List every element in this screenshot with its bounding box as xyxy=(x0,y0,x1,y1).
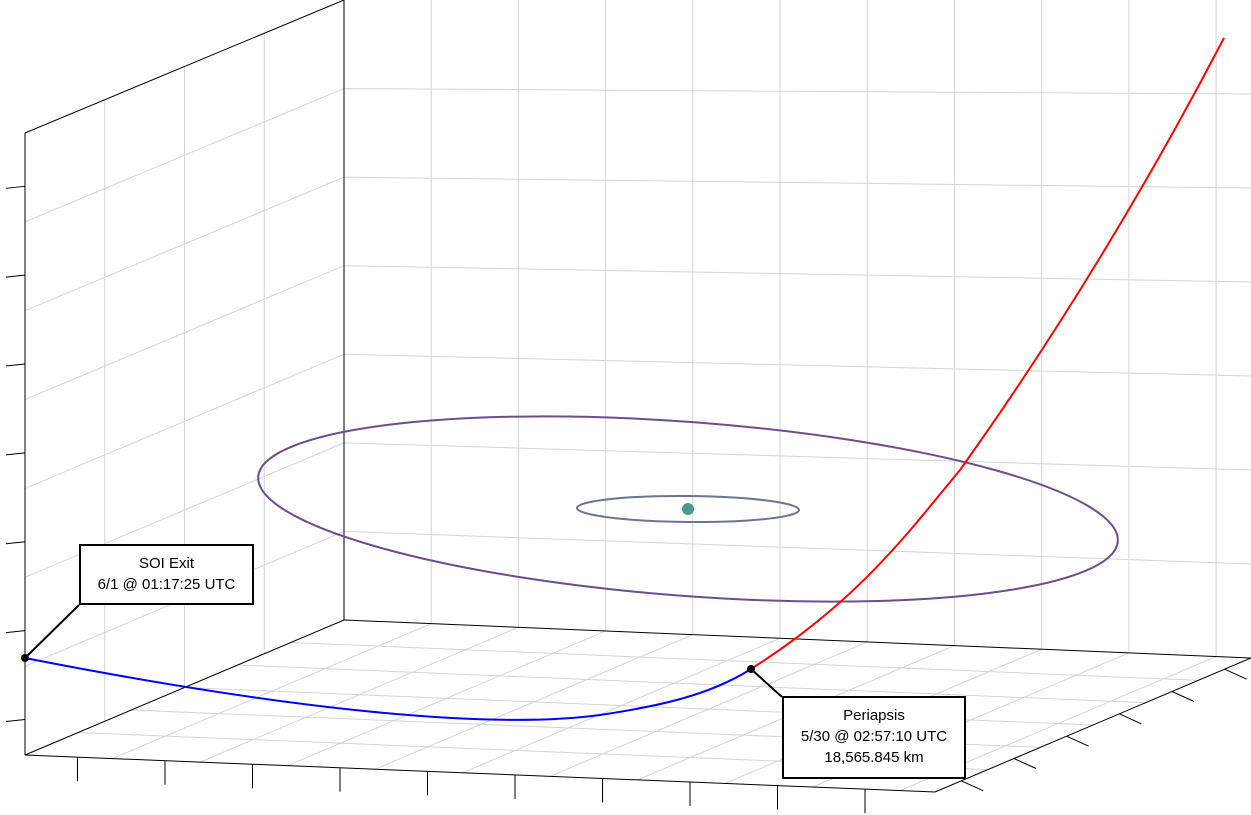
grid-line xyxy=(24,176,345,312)
periapsis-callout: Periapsis 5/30 @ 02:57:10 UTC 18,565.845… xyxy=(782,696,966,779)
tick-mark xyxy=(5,452,26,456)
tick-mark xyxy=(1171,691,1195,702)
grid-line xyxy=(343,530,1251,565)
periapsis-time: 5/30 @ 02:57:10 UTC xyxy=(800,728,948,745)
grid-line xyxy=(343,265,1251,283)
tick-mark xyxy=(5,541,26,545)
tick-mark xyxy=(1066,735,1089,747)
tick-marks xyxy=(5,185,1247,814)
grid-line xyxy=(24,88,345,223)
soi-exit-callout: SOI Exit 6/1 @ 01:17:25 UTC xyxy=(79,544,254,605)
inner-orbit xyxy=(576,494,800,524)
soi-exit-title: SOI Exit xyxy=(138,555,194,572)
tick-mark xyxy=(1013,758,1037,769)
inbound-trajectory xyxy=(24,657,752,721)
soi-exit-marker xyxy=(21,654,29,662)
grid-line xyxy=(343,353,1251,377)
grid-line xyxy=(343,442,1251,471)
grid-line xyxy=(343,88,1251,95)
outer-orbit xyxy=(257,415,1119,603)
grid-line xyxy=(24,353,345,489)
grid-line xyxy=(290,642,1199,681)
tick-mark xyxy=(961,780,984,792)
tick-mark xyxy=(1119,713,1142,725)
soi-exit-time: 6/1 @ 01:17:25 UTC xyxy=(97,576,236,593)
tick-mark xyxy=(5,185,26,189)
soi-exit-leader xyxy=(24,604,80,659)
tick-mark xyxy=(5,630,26,634)
periapsis-title: Periapsis xyxy=(843,707,905,724)
periapsis-altitude: 18,565.845 km xyxy=(824,749,924,766)
grid-lines xyxy=(24,0,1251,792)
periapsis-marker xyxy=(747,665,755,673)
outbound-trajectory xyxy=(750,37,1225,670)
central-body xyxy=(682,503,694,515)
grid-line xyxy=(24,442,345,578)
grid-line xyxy=(24,265,345,401)
tick-mark xyxy=(5,274,26,278)
tick-mark xyxy=(1224,668,1247,680)
tick-mark xyxy=(5,363,26,367)
periapsis-leader xyxy=(750,668,783,698)
frame-edges xyxy=(24,0,1251,793)
grid-line xyxy=(343,176,1251,189)
tick-mark xyxy=(5,718,26,722)
grid-line xyxy=(237,664,1146,704)
